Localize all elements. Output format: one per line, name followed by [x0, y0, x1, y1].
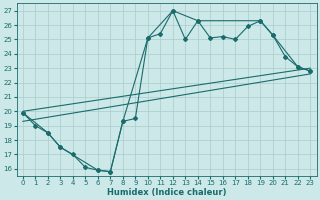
- X-axis label: Humidex (Indice chaleur): Humidex (Indice chaleur): [107, 188, 226, 197]
